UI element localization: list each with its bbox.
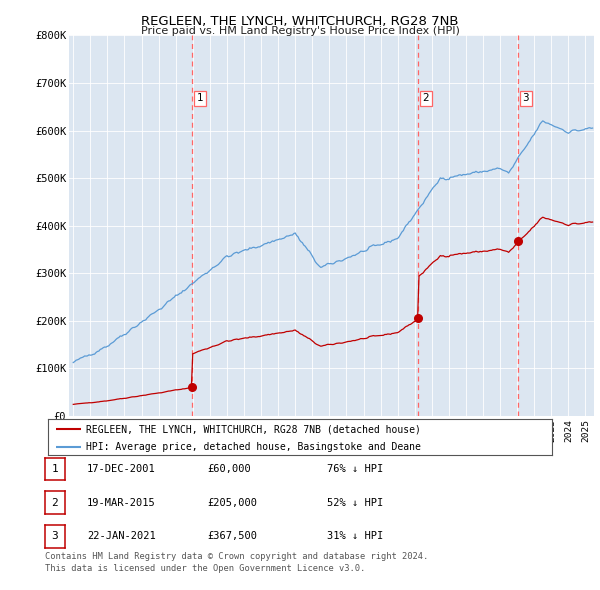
Text: 19-MAR-2015: 19-MAR-2015 xyxy=(87,498,156,507)
Text: 3: 3 xyxy=(52,532,58,541)
Text: REGLEEN, THE LYNCH, WHITCHURCH, RG28 7NB: REGLEEN, THE LYNCH, WHITCHURCH, RG28 7NB xyxy=(141,15,459,28)
Text: 2: 2 xyxy=(423,93,430,103)
Text: 3: 3 xyxy=(523,93,529,103)
Text: 76% ↓ HPI: 76% ↓ HPI xyxy=(327,464,383,474)
Text: 1: 1 xyxy=(52,464,58,474)
Text: REGLEEN, THE LYNCH, WHITCHURCH, RG28 7NB (detached house): REGLEEN, THE LYNCH, WHITCHURCH, RG28 7NB… xyxy=(86,424,421,434)
Text: 22-JAN-2021: 22-JAN-2021 xyxy=(87,532,156,541)
Text: 52% ↓ HPI: 52% ↓ HPI xyxy=(327,498,383,507)
Text: This data is licensed under the Open Government Licence v3.0.: This data is licensed under the Open Gov… xyxy=(45,563,365,572)
Text: £60,000: £60,000 xyxy=(207,464,251,474)
Text: £367,500: £367,500 xyxy=(207,532,257,541)
Text: 17-DEC-2001: 17-DEC-2001 xyxy=(87,464,156,474)
Text: Contains HM Land Registry data © Crown copyright and database right 2024.: Contains HM Land Registry data © Crown c… xyxy=(45,552,428,560)
Text: 2: 2 xyxy=(52,498,58,507)
Text: Price paid vs. HM Land Registry's House Price Index (HPI): Price paid vs. HM Land Registry's House … xyxy=(140,26,460,36)
Text: 31% ↓ HPI: 31% ↓ HPI xyxy=(327,532,383,541)
Text: £205,000: £205,000 xyxy=(207,498,257,507)
Text: HPI: Average price, detached house, Basingstoke and Deane: HPI: Average price, detached house, Basi… xyxy=(86,442,421,453)
Text: 1: 1 xyxy=(196,93,203,103)
